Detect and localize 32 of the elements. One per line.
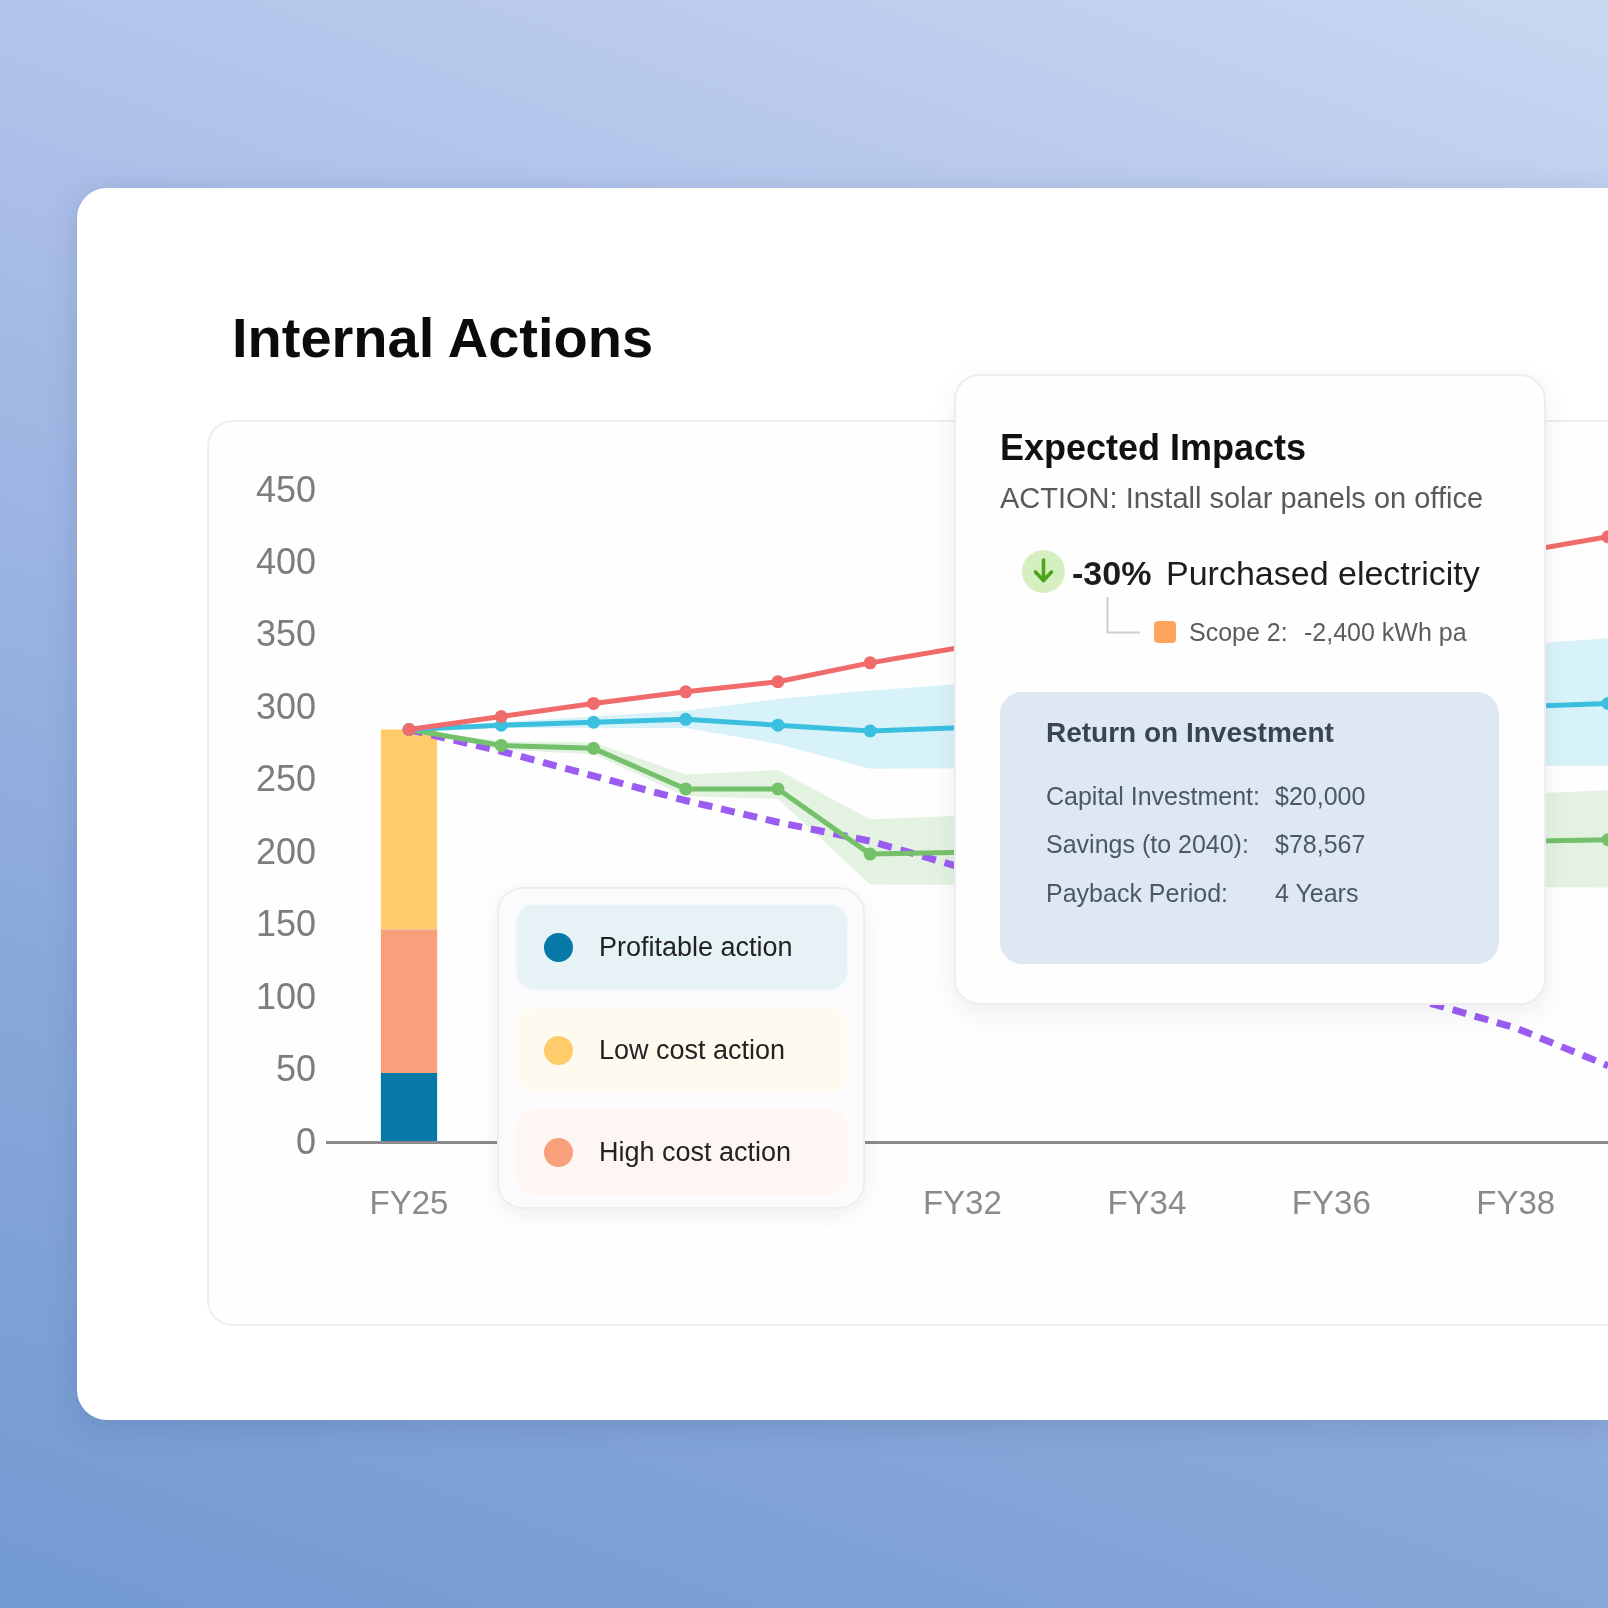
y-tick-label: 250 bbox=[255, 758, 316, 800]
y-tick-label: 0 bbox=[295, 1120, 316, 1162]
y-tick-label: 200 bbox=[255, 830, 316, 872]
annotation: Payback Period: bbox=[1046, 878, 1229, 908]
x-tick-label: FY38 bbox=[1476, 1183, 1556, 1221]
y-tick-label: 450 bbox=[255, 468, 316, 510]
text: Expected Impacts bbox=[1000, 426, 1307, 470]
y-tick-label: 400 bbox=[255, 541, 316, 583]
annotation: -2,400 kWh pa bbox=[1304, 617, 1467, 647]
y-tick-label: 50 bbox=[275, 1048, 316, 1090]
annotation: 4 Years bbox=[1275, 878, 1359, 908]
annotation: Purchased electricity bbox=[1166, 552, 1480, 594]
x-tick-label: FY36 bbox=[1291, 1183, 1371, 1221]
legend-label: Profitable action bbox=[599, 930, 793, 964]
annotation: $20,000 bbox=[1275, 781, 1366, 811]
y-tick-label: 350 bbox=[255, 613, 316, 655]
legend-label: High cost action bbox=[599, 1135, 792, 1169]
y-tick-label: 300 bbox=[255, 685, 316, 727]
annotation: ACTION: Install solar panels on office bbox=[1000, 480, 1484, 516]
x-tick-label: FY32 bbox=[922, 1183, 1002, 1221]
y-tick-label: 150 bbox=[255, 903, 316, 945]
annotation: -30% bbox=[1072, 552, 1152, 594]
annotation: Return on Investment bbox=[1046, 716, 1334, 750]
annotation: Savings (to 2040): bbox=[1046, 829, 1249, 859]
x-tick-label: FY25 bbox=[369, 1183, 449, 1221]
annotation: Scope 2: bbox=[1189, 617, 1288, 647]
legend-label: Low cost action bbox=[599, 1033, 786, 1066]
chart-title: Internal Actions bbox=[232, 305, 654, 372]
annotation: $78,567 bbox=[1275, 829, 1366, 859]
y-tick-label: 100 bbox=[255, 975, 316, 1017]
x-tick-label: FY34 bbox=[1107, 1183, 1187, 1221]
annotation: Capital Investment: bbox=[1046, 781, 1260, 811]
